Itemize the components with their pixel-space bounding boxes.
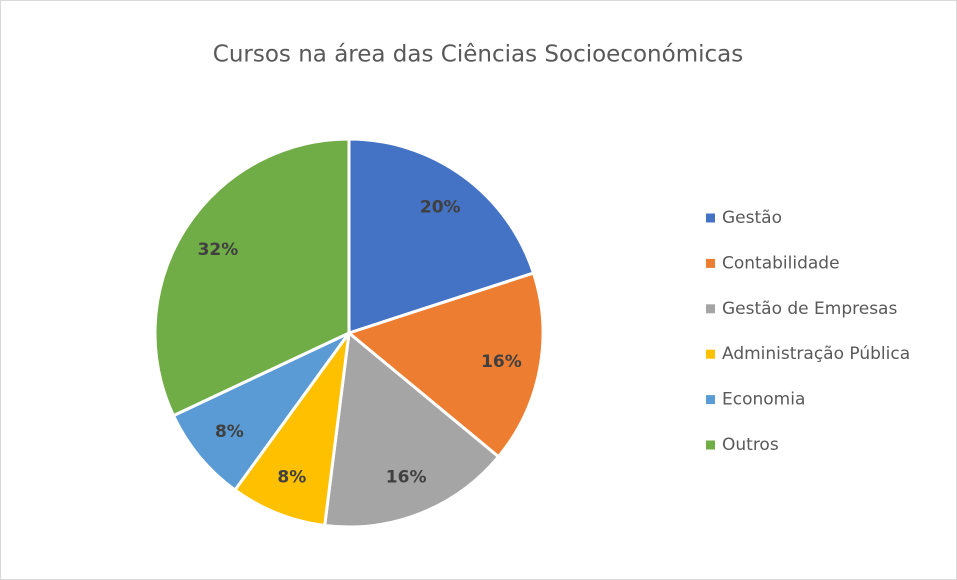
legend-swatch (706, 213, 715, 223)
data-label: 16% (386, 467, 427, 487)
data-label: 20% (420, 197, 461, 217)
legend-swatch (706, 349, 715, 359)
legend-label: Gestão de Empresas (722, 299, 897, 319)
pie-slice (345, 271, 545, 459)
pie-slice (171, 331, 351, 493)
legend-label: Gestão (722, 208, 782, 228)
legend-label: Economia (722, 390, 805, 410)
legend-swatch (706, 440, 715, 450)
pie-slice (323, 330, 501, 529)
data-label: 8% (215, 422, 244, 442)
legend-swatch (706, 304, 715, 314)
data-label: 16% (481, 352, 522, 372)
legend-label: Contabilidade (722, 253, 840, 273)
legend-swatch (706, 395, 715, 405)
legend-label: Administração Pública (722, 344, 910, 364)
pie-slice (153, 137, 351, 418)
data-label: 32% (198, 240, 239, 260)
pie-slice (347, 137, 536, 336)
data-label: 8% (277, 467, 306, 487)
legend-swatch (706, 258, 715, 268)
pie-slice (232, 332, 351, 528)
legend-label: Outros (722, 435, 779, 455)
chart-title: Cursos na área das Ciências Socioeconómi… (213, 42, 743, 68)
